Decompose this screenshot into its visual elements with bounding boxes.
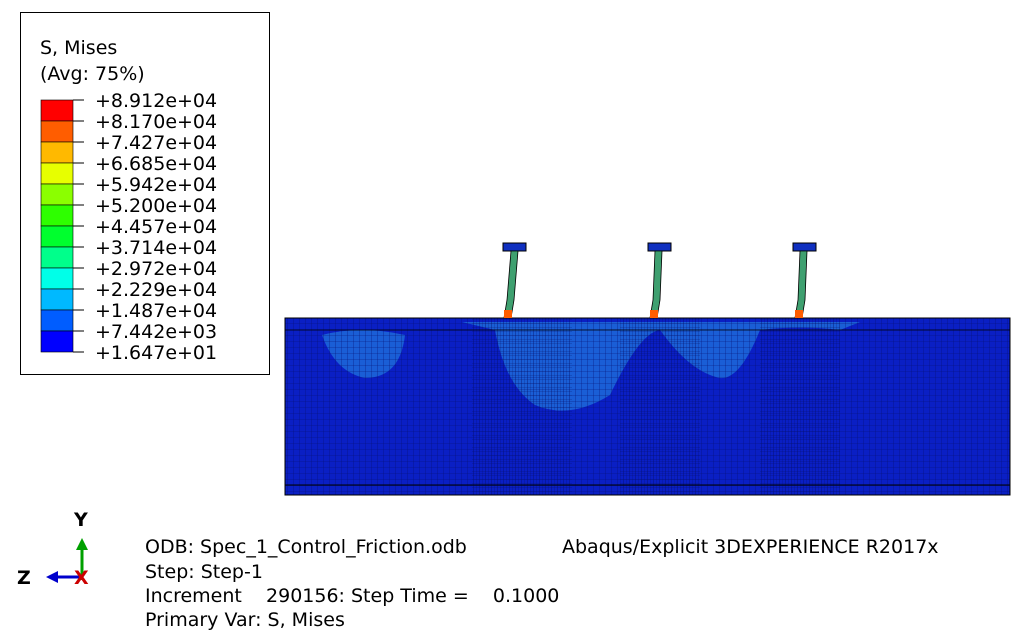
color-band <box>40 330 74 353</box>
legend-label: +3.714e+04 <box>95 237 217 259</box>
color-band <box>40 99 74 122</box>
legend-label: +5.200e+04 <box>95 195 217 217</box>
triad-y: Y <box>73 509 88 531</box>
legend-label: +6.685e+04 <box>95 153 217 175</box>
legend-label: +1.647e+01 <box>95 342 217 364</box>
legend-title: S, Mises <box>40 37 117 59</box>
legend-label: +2.229e+04 <box>95 279 217 301</box>
info-line: Deformed Var: U Deformation Scale Factor… <box>145 633 695 635</box>
legend-label: +7.442e+03 <box>95 321 217 343</box>
color-band <box>40 162 74 185</box>
info-line: Step: Step-1 <box>145 561 263 583</box>
color-band <box>40 204 74 227</box>
color-band <box>40 309 74 332</box>
triad-x: X <box>74 567 89 589</box>
solver: Abaqus/Explicit 3DEXPERIENCE R2017x <box>562 536 939 558</box>
triad-z: Z <box>17 567 31 589</box>
color-band <box>40 246 74 269</box>
color-band <box>40 120 74 143</box>
legend-label: +8.170e+04 <box>95 111 217 133</box>
color-band <box>40 288 74 311</box>
odb-name: ODB: Spec_1_Control_Friction.odb <box>145 536 467 558</box>
legend-label: +7.427e+04 <box>95 132 217 154</box>
legend-subtitle: (Avg: 75%) <box>40 63 145 85</box>
legend-label: +8.912e+04 <box>95 90 217 112</box>
legend-label: +4.457e+04 <box>95 216 217 238</box>
color-band <box>40 183 74 206</box>
legend-label: +2.972e+04 <box>95 258 217 280</box>
legend-label: +5.942e+04 <box>95 174 217 196</box>
info-line: Primary Var: S, Mises <box>145 609 345 631</box>
color-band <box>40 225 74 248</box>
info-line: Increment 290156: Step Time = 0.1000 <box>145 585 559 607</box>
color-band <box>40 141 74 164</box>
legend-label: +1.487e+04 <box>95 300 217 322</box>
model <box>284 242 1011 496</box>
triad <box>46 538 88 583</box>
color-band <box>40 267 74 290</box>
bolts <box>502 242 817 319</box>
